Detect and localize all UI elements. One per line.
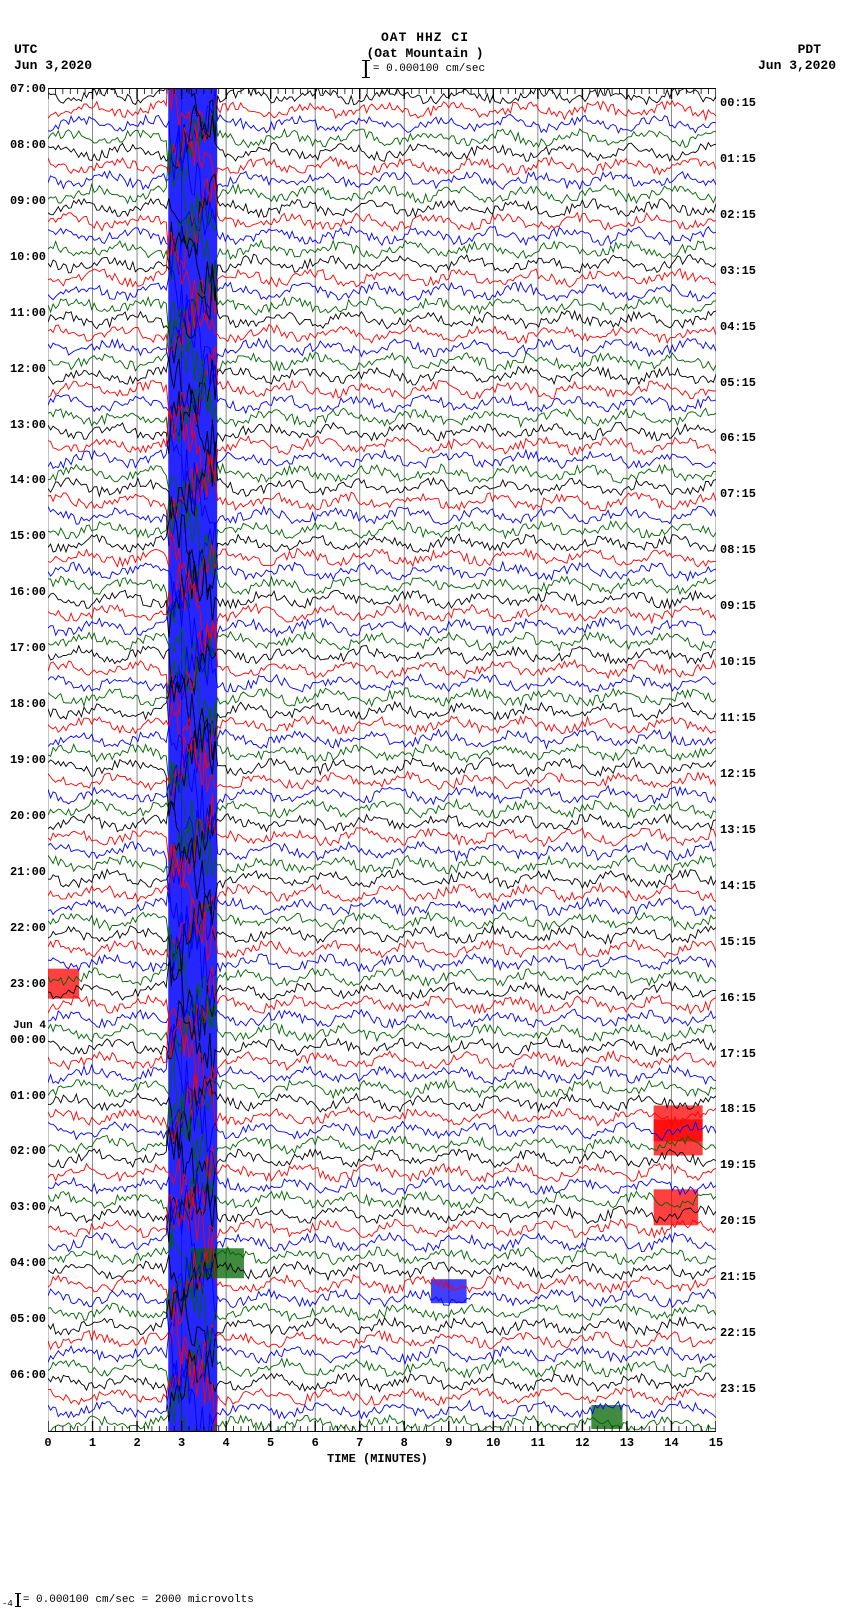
utc-hour-label: 03:00 [6, 1200, 46, 1214]
pdt-hour-label: 20:15 [720, 1214, 762, 1228]
pdt-hour-label: 17:15 [720, 1047, 762, 1061]
utc-hour-label: 09:00 [6, 194, 46, 208]
pdt-hour-label: 18:15 [720, 1102, 762, 1116]
pdt-hour-label: 06:15 [720, 431, 762, 445]
x-tick-label: 10 [483, 1436, 503, 1450]
utc-hour-label: 14:00 [6, 473, 46, 487]
pdt-hour-label: 19:15 [720, 1158, 762, 1172]
x-tick-label: 4 [216, 1436, 236, 1450]
x-tick-label: 14 [661, 1436, 681, 1450]
footer-sub: -4 [2, 1599, 13, 1609]
pdt-hour-label: 02:15 [720, 208, 762, 222]
utc-hour-label: 17:00 [6, 641, 46, 655]
pdt-hour-label: 12:15 [720, 767, 762, 781]
utc-hour-label: 04:00 [6, 1256, 46, 1270]
utc-hour-label: 18:00 [6, 697, 46, 711]
utc-hour-label: 10:00 [6, 250, 46, 264]
x-tick-label: 12 [572, 1436, 592, 1450]
scale-bar-icon [365, 60, 367, 78]
scale-bar: = 0.000100 cm/sec [365, 60, 485, 78]
left-timezone: UTC [14, 42, 37, 57]
station-name: (Oat Mountain ) [366, 46, 483, 61]
utc-hour-label: 06:00 [6, 1368, 46, 1382]
helicorder-plot [48, 88, 716, 1432]
x-tick-label: 13 [617, 1436, 637, 1450]
pdt-hour-label: 16:15 [720, 991, 762, 1005]
pdt-hour-label: 10:15 [720, 655, 762, 669]
scale-bar-text: = 0.000100 cm/sec [373, 63, 485, 75]
utc-hour-label: 12:00 [6, 362, 46, 376]
x-tick-label: 2 [127, 1436, 147, 1450]
pdt-hour-label: 07:15 [720, 487, 762, 501]
utc-hour-label: 02:00 [6, 1144, 46, 1158]
footer-text: = 0.000100 cm/sec = 2000 microvolts [23, 1594, 254, 1606]
footer-bar-icon [17, 1593, 19, 1607]
pdt-hour-label: 01:15 [720, 152, 762, 166]
utc-date-prefix: Jun 4 [6, 1020, 46, 1032]
utc-hour-label: 00:00 [6, 1033, 46, 1047]
x-tick-label: 9 [439, 1436, 459, 1450]
utc-hour-label: 15:00 [6, 529, 46, 543]
pdt-hour-label: 05:15 [720, 376, 762, 390]
x-tick-label: 15 [706, 1436, 726, 1450]
utc-hour-label: 20:00 [6, 809, 46, 823]
utc-hour-label: 21:00 [6, 865, 46, 879]
pdt-hour-label: 23:15 [720, 1382, 762, 1396]
pdt-hour-label: 13:15 [720, 823, 762, 837]
pdt-hour-label: 21:15 [720, 1270, 762, 1284]
x-tick-label: 11 [528, 1436, 548, 1450]
left-date: Jun 3,2020 [14, 58, 92, 73]
utc-hour-label: 11:00 [6, 306, 46, 320]
utc-hour-label: 13:00 [6, 418, 46, 432]
footer-scale: -4 = 0.000100 cm/sec = 2000 microvolts [2, 1593, 254, 1607]
seismogram-page: OAT HHZ CI (Oat Mountain ) = 0.000100 cm… [0, 0, 850, 1613]
utc-hour-label: 16:00 [6, 585, 46, 599]
pdt-hour-label: 14:15 [720, 879, 762, 893]
x-tick-label: 0 [38, 1436, 58, 1450]
pdt-hour-label: 15:15 [720, 935, 762, 949]
x-tick-label: 5 [261, 1436, 281, 1450]
pdt-hour-label: 11:15 [720, 711, 762, 725]
x-axis-title: TIME (MINUTES) [327, 1452, 428, 1466]
x-tick-label: 6 [305, 1436, 325, 1450]
x-tick-label: 3 [172, 1436, 192, 1450]
x-tick-label: 1 [83, 1436, 103, 1450]
right-date: Jun 3,2020 [758, 58, 836, 73]
utc-hour-label: 07:00 [6, 82, 46, 96]
utc-hour-label: 08:00 [6, 138, 46, 152]
x-tick-label: 8 [394, 1436, 414, 1450]
pdt-hour-label: 08:15 [720, 543, 762, 557]
pdt-hour-label: 00:15 [720, 96, 762, 110]
pdt-hour-label: 09:15 [720, 599, 762, 613]
pdt-hour-label: 22:15 [720, 1326, 762, 1340]
utc-hour-label: 05:00 [6, 1312, 46, 1326]
utc-hour-label: 01:00 [6, 1089, 46, 1103]
pdt-hour-label: 04:15 [720, 320, 762, 334]
utc-hour-label: 23:00 [6, 977, 46, 991]
utc-hour-label: 19:00 [6, 753, 46, 767]
x-tick-label: 7 [350, 1436, 370, 1450]
pdt-hour-label: 03:15 [720, 264, 762, 278]
right-timezone: PDT [798, 42, 821, 57]
station-code: OAT HHZ CI [381, 30, 469, 45]
utc-hour-label: 22:00 [6, 921, 46, 935]
